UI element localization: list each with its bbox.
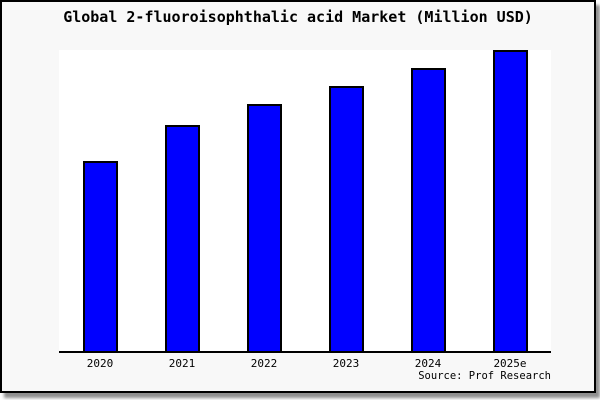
x-tick-label-2025e: 2025e	[493, 357, 527, 370]
bar-slot	[469, 50, 551, 351]
x-tick-label-2024: 2024	[414, 357, 442, 370]
x-tick-label-2023: 2023	[332, 357, 360, 370]
x-tick-label-2022: 2022	[250, 357, 278, 370]
bar-slot	[305, 50, 387, 351]
bar-2023	[328, 86, 364, 351]
x-tick-label-2020: 2020	[86, 357, 114, 370]
source-credit: Source: Prof Research	[418, 370, 551, 382]
x-tick-label-2021: 2021	[168, 357, 196, 370]
bar-slot	[59, 50, 141, 351]
bar-slot	[223, 50, 305, 351]
bar-2024	[410, 68, 446, 351]
bars-container	[59, 50, 551, 351]
bar-2020	[82, 161, 118, 351]
x-axis-labels: 2020 2021 2022 2023 2024 2025e	[59, 357, 551, 370]
bar-2022	[246, 104, 282, 351]
chart-title: Global 2-fluoroisophthalic acid Market (…	[63, 8, 533, 26]
bar-slot	[387, 50, 469, 351]
plot-area	[59, 50, 551, 353]
chart-card: Global 2-fluoroisophthalic acid Market (…	[0, 0, 596, 393]
bar-2025e	[492, 50, 528, 351]
bar-slot	[141, 50, 223, 351]
bar-2021	[164, 125, 200, 351]
